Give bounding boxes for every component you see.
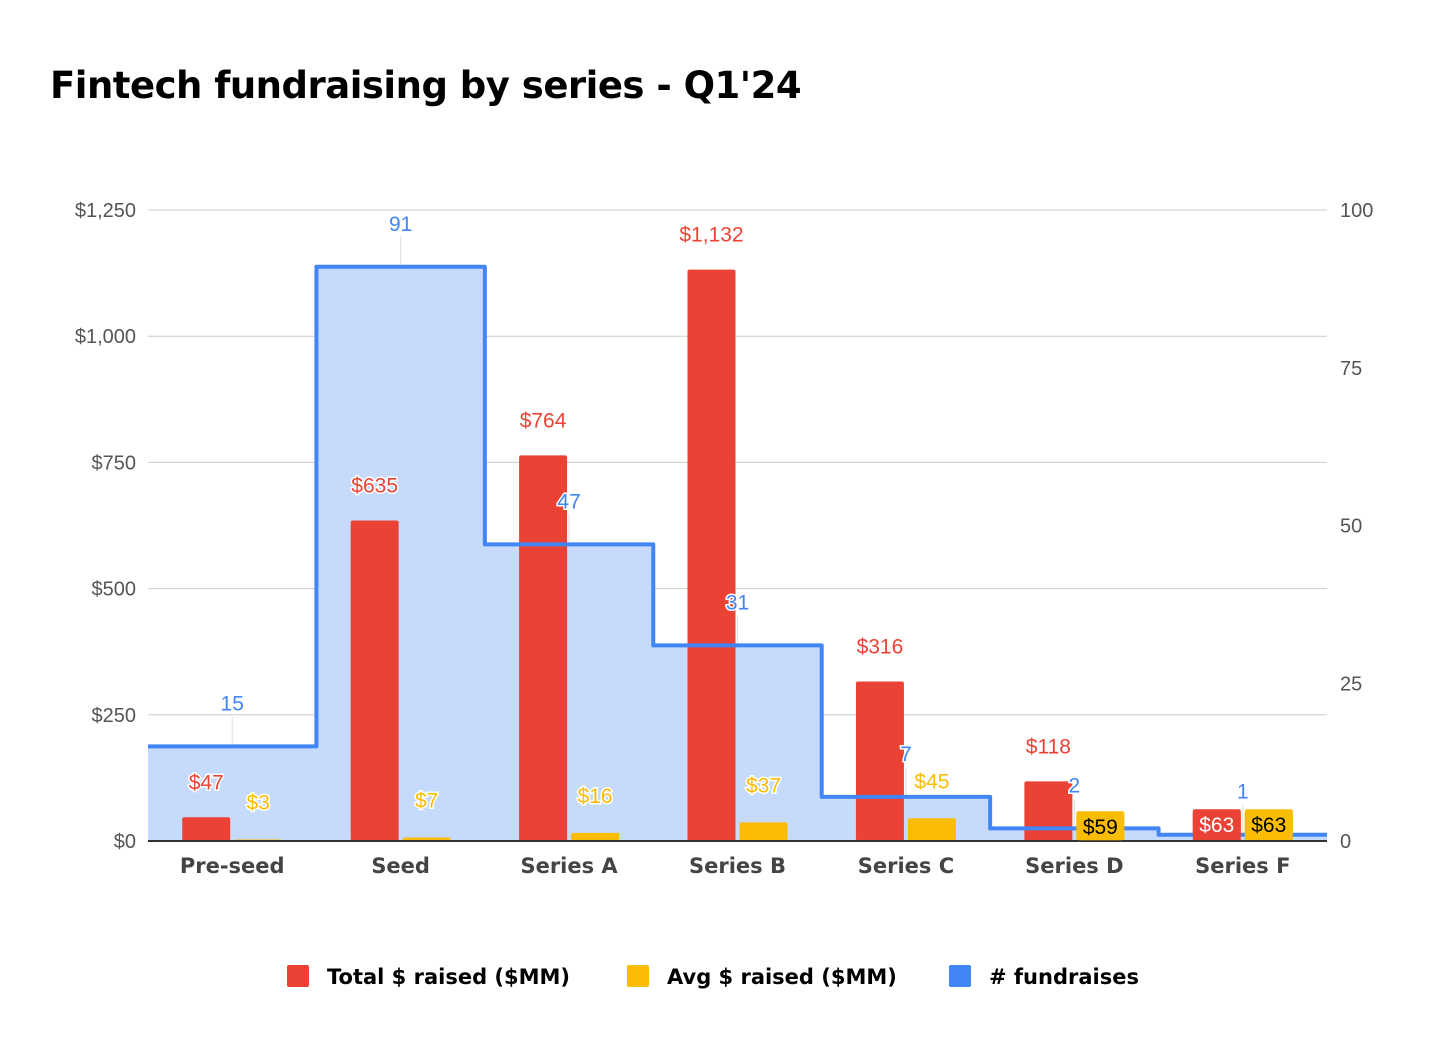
bar-total-series-a [519, 455, 568, 841]
category-label: Series C [858, 854, 954, 878]
left-tick-label: $1,000 [75, 326, 136, 348]
data-label-fundraises: 2 [1069, 774, 1081, 797]
data-label-avg: $3 [247, 791, 270, 814]
data-label-total: $63 [1199, 814, 1234, 837]
left-tick-label: $1,250 [75, 200, 136, 222]
data-label-avg: $45 [914, 770, 949, 793]
fundraises-area [148, 266, 1327, 841]
bar-total-series-c [855, 681, 904, 841]
data-label-total: $47 [189, 771, 224, 794]
bar-total-pre-seed [182, 817, 231, 841]
data-label-avg: $37 [746, 774, 781, 797]
legend-label: # fundraises [989, 965, 1139, 989]
left-tick-label: $500 [92, 579, 137, 601]
label-bg [1076, 812, 1125, 841]
legend-swatch [627, 965, 649, 987]
fundraises-line [148, 264, 1327, 837]
category-label: Series F [1195, 854, 1290, 878]
chart-title: Fintech fundraising by series - Q1'24 [50, 64, 802, 107]
left-tick-label: $250 [92, 705, 137, 727]
category-label: Series D [1025, 854, 1123, 878]
data-label-total: $1,132 [679, 224, 743, 247]
right-tick-label: 75 [1340, 358, 1362, 380]
data-label-avg: $59 [1083, 816, 1118, 839]
data-label-fundraises: 1 [1237, 781, 1249, 804]
bar-total-series-d [1024, 781, 1073, 841]
data-label-avg: $7 [415, 789, 438, 812]
category-label: Pre-seed [180, 854, 285, 878]
data-label-fundraises: 47 [557, 490, 580, 513]
legend-swatch [287, 965, 309, 987]
category-label: Series A [520, 854, 618, 878]
data-label-fundraises: 15 [221, 692, 244, 715]
right-tick-label: 50 [1340, 516, 1362, 538]
data-label-avg: $63 [1251, 814, 1286, 837]
label-bg [1192, 810, 1241, 839]
bar-avg-series-a [571, 832, 620, 841]
data-label-fundraises: 91 [389, 213, 412, 236]
right-tick-label: 25 [1340, 673, 1362, 695]
bar-avg-series-b [739, 822, 788, 841]
left-tick-label: $0 [114, 831, 136, 853]
right-tick-label: 0 [1340, 831, 1351, 853]
bar-avg-series-c [907, 818, 956, 841]
legend-swatch [949, 965, 971, 987]
bar-total-seed [350, 520, 399, 841]
data-label-total: $316 [857, 635, 904, 658]
data-label-fundraises: 7 [900, 743, 912, 766]
category-label: Series B [689, 854, 786, 878]
left-tick-label: $750 [92, 452, 137, 474]
data-label-total: $118 [1026, 735, 1071, 758]
data-label-total: $764 [520, 409, 567, 432]
label-bg [1244, 810, 1293, 839]
data-label-fundraises: 31 [726, 591, 749, 614]
legend-label: Total $ raised ($MM) [327, 965, 570, 989]
data-label-avg: $16 [578, 785, 613, 808]
category-label: Seed [371, 854, 430, 878]
bar-total-series-b [687, 269, 736, 841]
data-label-total: $635 [351, 474, 398, 497]
legend-label: Avg $ raised ($MM) [667, 965, 897, 989]
right-tick-label: 100 [1340, 200, 1373, 222]
